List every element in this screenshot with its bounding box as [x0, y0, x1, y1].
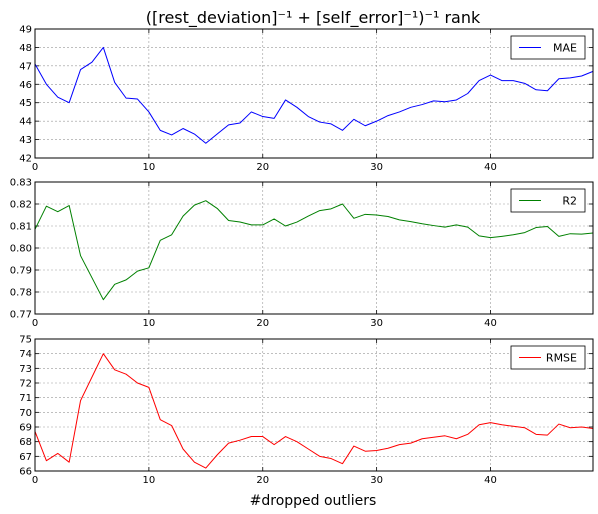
y-tick-label: 0.81 — [10, 222, 32, 233]
axes-frame — [34, 181, 594, 315]
x-tick-label: 40 — [484, 475, 497, 486]
subplot-3: 0 10 20 30 40 66 67 68 69 70 71 72 73 74 75 RMSE — [19, 335, 594, 486]
y-tick-label: 66 — [19, 467, 32, 478]
x-tick-label: 10 — [143, 162, 156, 173]
x-tick-label: 20 — [256, 162, 269, 173]
y-tick-label: 75 — [19, 335, 32, 346]
y-tick-label: 46 — [19, 80, 32, 91]
plot-area — [35, 29, 593, 158]
x-tick-label: 10 — [143, 318, 156, 329]
x-tick-label: 10 — [143, 475, 156, 486]
y-tick-label: 45 — [19, 98, 32, 109]
subplots: 0 10 20 30 40 42 43 44 45 46 47 48 49 MAE 0 10 20 30 40 0.7… — [10, 25, 594, 486]
y-tick-label: 72 — [19, 379, 32, 390]
series-line-mae — [34, 46, 594, 144]
x-tick-label: 40 — [484, 162, 497, 173]
y-tick-label: 0.77 — [10, 310, 32, 321]
y-tick-label: 0.80 — [10, 244, 32, 255]
y-tick-label: 44 — [19, 117, 32, 128]
subplot-2: 0 10 20 30 40 0.77 0.78 0.79 0.80 0.81 0.82 0.83 R2 — [10, 178, 594, 329]
legend-box — [510, 188, 586, 213]
subplot-1: 0 10 20 30 40 42 43 44 45 46 47 48 49 MAE — [19, 25, 594, 173]
x-tick-label: 30 — [370, 475, 383, 486]
x-tick-label: 0 — [32, 162, 38, 173]
y-tick-label: 68 — [19, 437, 32, 448]
x-tick-label: 30 — [370, 162, 383, 173]
legend: R2 — [510, 188, 586, 213]
x-tick-label: 20 — [256, 475, 269, 486]
y-tick-label: 0.83 — [10, 178, 32, 189]
axes-frame — [34, 338, 594, 472]
x-tick-label: 0 — [32, 475, 38, 486]
x-tick-label: 40 — [484, 318, 497, 329]
x-axis-title: #dropped outliers — [250, 493, 377, 509]
legend-label: RMSE — [546, 352, 577, 365]
legend: RMSE — [510, 345, 586, 370]
legend-label: MAE — [553, 42, 577, 55]
y-tick-label: 0.79 — [10, 266, 32, 277]
y-tick-label: 74 — [19, 349, 32, 360]
plot-area — [35, 339, 593, 471]
y-tick-label: 49 — [19, 25, 32, 36]
x-tick-label: 30 — [370, 318, 383, 329]
series-line-r2 — [34, 200, 594, 301]
y-tick-label: 73 — [19, 364, 32, 375]
legend-box — [510, 35, 586, 60]
y-tick-label: 71 — [19, 393, 32, 404]
y-tick-label: 47 — [19, 61, 32, 72]
x-tick-label: 20 — [256, 318, 269, 329]
y-tick-label: 67 — [19, 452, 32, 463]
legend: MAE — [510, 35, 586, 60]
legend-box — [510, 345, 586, 370]
x-tick-label: 0 — [32, 318, 38, 329]
legend-label: R2 — [562, 195, 577, 208]
plot-area — [35, 182, 593, 314]
figure-title: ([rest_deviation]⁻¹ + [self_error]⁻¹)⁻¹ … — [146, 8, 481, 28]
series-line-rmse — [34, 353, 594, 469]
y-tick-label: 48 — [19, 43, 32, 54]
y-tick-label: 69 — [19, 423, 32, 434]
y-tick-label: 70 — [19, 408, 32, 419]
y-tick-label: 0.78 — [10, 288, 32, 299]
y-tick-label: 43 — [19, 135, 32, 146]
axes-frame — [34, 28, 594, 159]
y-tick-label: 0.82 — [10, 200, 32, 211]
y-tick-label: 42 — [19, 154, 32, 165]
